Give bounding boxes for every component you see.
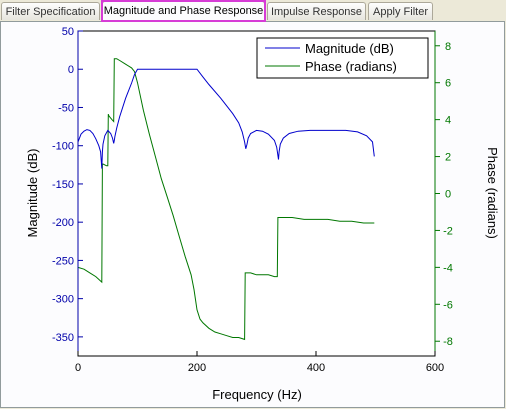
y-tick-label: -350 <box>52 332 74 344</box>
plot-area <box>77 30 436 357</box>
y2-tick-label: -2 <box>443 225 453 237</box>
legend: Magnitude (dB) Phase (radians) <box>256 37 429 79</box>
y-tick-label: -150 <box>52 179 74 191</box>
y-tick-label: -100 <box>52 141 74 153</box>
tab-magnitude-and-phase-response[interactable]: Magnitude and Phase Response <box>102 1 265 22</box>
tab-impulse-response[interactable]: Impulse Response <box>267 2 366 20</box>
x-tick-label: 200 <box>188 362 206 374</box>
legend-phase-label: Phase (radians) <box>305 59 397 74</box>
y2-tick-label: 0 <box>445 189 451 201</box>
y-tick-label: -250 <box>52 255 74 267</box>
tab-apply-filter[interactable]: Apply Filter <box>368 2 433 20</box>
y2-tick-label: -8 <box>443 336 453 348</box>
legend-box <box>256 37 429 79</box>
y-axis-label: Magnitude (dB) <box>25 149 40 238</box>
y-tick-label: -300 <box>52 294 74 306</box>
x-axis-label: Frequency (Hz) <box>212 387 302 402</box>
x-tick-label: 400 <box>307 362 325 374</box>
legend-magnitude-label: Magnitude (dB) <box>305 41 394 56</box>
y-tick-label: -200 <box>52 217 74 229</box>
y2-axis-label: Phase (radians) <box>485 147 500 239</box>
x-tick-label: 600 <box>426 362 444 374</box>
magnitude-series-line <box>77 68 375 169</box>
y2-tick-label: 8 <box>445 41 451 53</box>
y-tick-label: 0 <box>68 64 74 76</box>
y2-tick-label: 2 <box>445 152 451 164</box>
y-tick-label: 50 <box>62 26 74 38</box>
tab-filter-specification[interactable]: Filter Specification <box>1 2 100 20</box>
y2-tick-label: -4 <box>443 262 453 274</box>
y2-tick-label: 4 <box>445 115 451 127</box>
x-tick-label: 0 <box>75 362 81 374</box>
y2-tick-label: 6 <box>445 78 451 90</box>
y2-tick-label: -6 <box>443 299 453 311</box>
phase-series-line <box>77 58 375 341</box>
y-tick-label: -50 <box>58 102 74 114</box>
